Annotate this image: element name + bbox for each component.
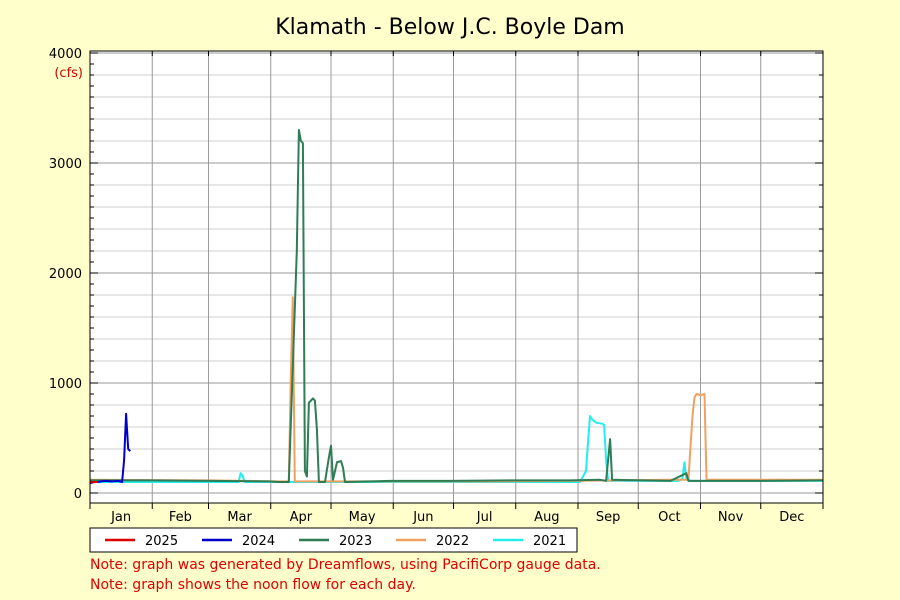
y-tick-label: 2000 — [49, 267, 82, 282]
x-tick-label-jul: Jul — [476, 510, 493, 525]
legend-label-2025: 2025 — [145, 534, 178, 549]
y-axis-unit: (cfs) — [54, 66, 83, 81]
x-tick-label-jun: Jun — [412, 510, 433, 525]
axis-ticks: 0 1000 2000 3000 4000 Jan Feb Mar Apr May Jun Jul Au… — [49, 47, 824, 525]
legend-label-2023: 2023 — [339, 534, 372, 549]
x-tick-label-jan: Jan — [110, 510, 131, 525]
x-tick-label-nov: Nov — [718, 510, 744, 525]
x-tick-label-mar: Mar — [227, 510, 252, 525]
x-tick-label-dec: Dec — [779, 510, 804, 525]
y-tick-label: 1000 — [49, 377, 82, 392]
x-tick-label-aug: Aug — [534, 510, 559, 525]
grid — [90, 51, 823, 503]
x-tick-label-feb: Feb — [169, 510, 192, 525]
y-tick-label: 0 — [74, 487, 82, 502]
series-line-2023 — [90, 129, 824, 483]
y-tick-label: 3000 — [49, 157, 82, 172]
x-tick-label-may: May — [349, 510, 376, 525]
y-tick-label: 4000 — [49, 47, 82, 62]
legend: 2025 2024 2023 2022 2021 — [89, 527, 578, 553]
legend-label-2021: 2021 — [533, 534, 566, 549]
note-source: Note: graph was generated by Dreamflows,… — [90, 557, 601, 573]
legend-label-2024: 2024 — [242, 534, 275, 549]
x-tick-label-apr: Apr — [290, 510, 313, 525]
plot-frame — [89, 50, 824, 504]
x-tick-label-oct: Oct — [658, 510, 680, 525]
legend-label-2022: 2022 — [436, 534, 469, 549]
series-lines — [89, 129, 824, 485]
note-noon-flow: Note: graph shows the noon flow for each… — [90, 577, 416, 593]
x-tick-label-sep: Sep — [596, 510, 621, 525]
chart-title: Klamath - Below J.C. Boyle Dam — [275, 15, 625, 40]
